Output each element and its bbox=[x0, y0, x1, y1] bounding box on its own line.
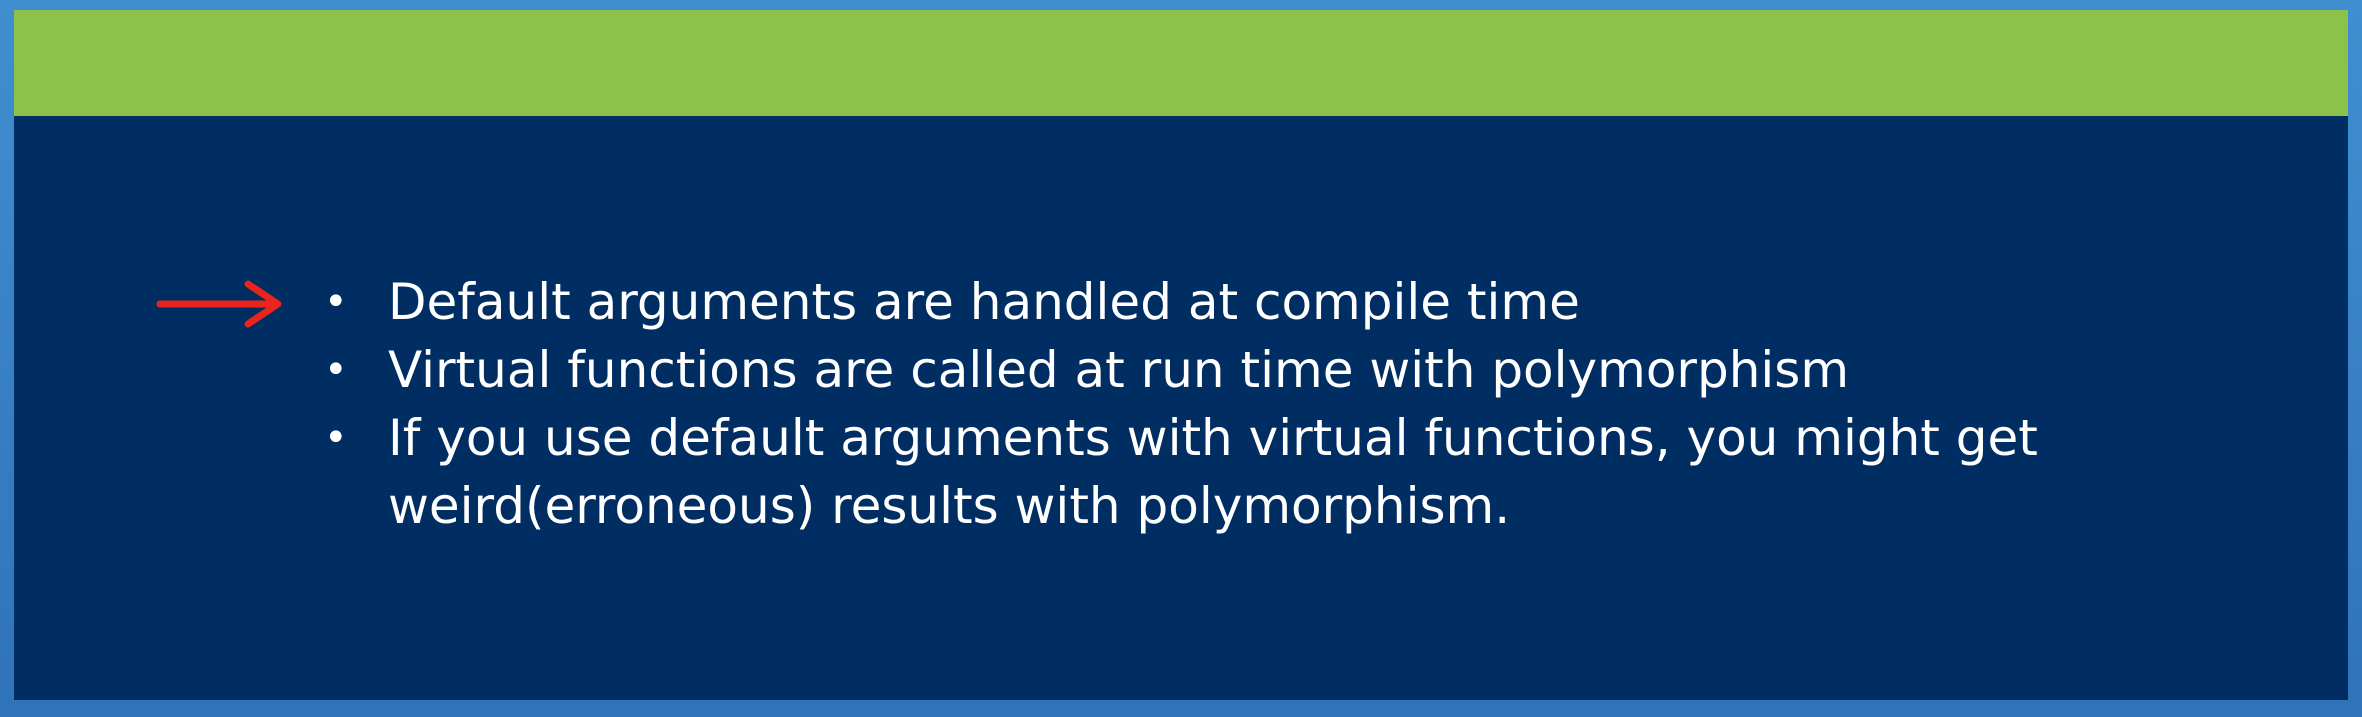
bullet-item: Default arguments are handled at compile… bbox=[314, 268, 2214, 336]
title-band bbox=[14, 10, 2348, 116]
bullet-item: If you use default arguments with virtua… bbox=[314, 404, 2214, 540]
bullet-list: Default arguments are handled at compile… bbox=[314, 268, 2214, 540]
red-arrow-icon bbox=[156, 280, 282, 328]
bullet-item: Virtual functions are called at run time… bbox=[314, 336, 2214, 404]
slide: Default arguments are handled at compile… bbox=[14, 10, 2348, 700]
